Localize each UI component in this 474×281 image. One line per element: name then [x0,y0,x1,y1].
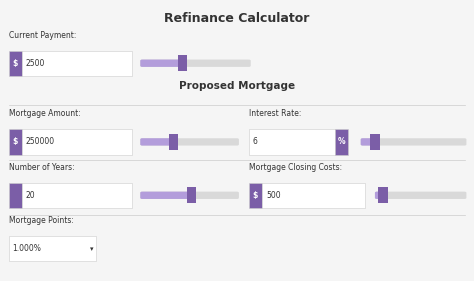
FancyBboxPatch shape [187,187,196,203]
Text: $: $ [12,137,18,146]
Text: Mortgage Amount:: Mortgage Amount: [9,109,80,118]
FancyBboxPatch shape [9,183,22,208]
Text: 20: 20 [26,191,35,200]
FancyBboxPatch shape [262,183,365,208]
FancyBboxPatch shape [140,60,251,67]
Text: $: $ [12,59,18,68]
FancyBboxPatch shape [22,129,132,155]
FancyBboxPatch shape [22,183,132,208]
Text: Interest Rate:: Interest Rate: [249,109,301,118]
FancyBboxPatch shape [335,129,348,155]
FancyBboxPatch shape [140,60,184,67]
FancyBboxPatch shape [9,236,96,261]
FancyBboxPatch shape [9,129,22,155]
Text: 500: 500 [266,191,281,200]
FancyBboxPatch shape [375,192,385,199]
Text: Proposed Mortgage: Proposed Mortgage [179,81,295,91]
FancyBboxPatch shape [361,138,466,146]
FancyBboxPatch shape [140,192,239,199]
FancyBboxPatch shape [140,138,239,146]
FancyBboxPatch shape [22,51,132,76]
Text: Current Payment:: Current Payment: [9,31,76,40]
FancyBboxPatch shape [378,187,388,203]
FancyBboxPatch shape [140,192,193,199]
Text: Mortgage Closing Costs:: Mortgage Closing Costs: [249,163,342,172]
FancyBboxPatch shape [370,134,380,150]
FancyBboxPatch shape [178,55,188,71]
FancyBboxPatch shape [249,183,262,208]
Text: %: % [338,137,346,146]
Text: 6: 6 [253,137,257,146]
FancyBboxPatch shape [361,138,377,146]
Text: 2500: 2500 [26,59,45,68]
FancyBboxPatch shape [9,51,22,76]
Text: $: $ [253,191,258,200]
Text: 250000: 250000 [26,137,55,146]
Text: Mortgage Points:: Mortgage Points: [9,216,73,225]
Text: 1.000%: 1.000% [12,244,41,253]
FancyBboxPatch shape [140,138,175,146]
Text: Number of Years:: Number of Years: [9,163,74,172]
FancyBboxPatch shape [375,192,466,199]
FancyBboxPatch shape [169,134,178,150]
FancyBboxPatch shape [249,129,335,155]
Text: ▾: ▾ [90,246,93,252]
Text: Refinance Calculator: Refinance Calculator [164,12,310,25]
